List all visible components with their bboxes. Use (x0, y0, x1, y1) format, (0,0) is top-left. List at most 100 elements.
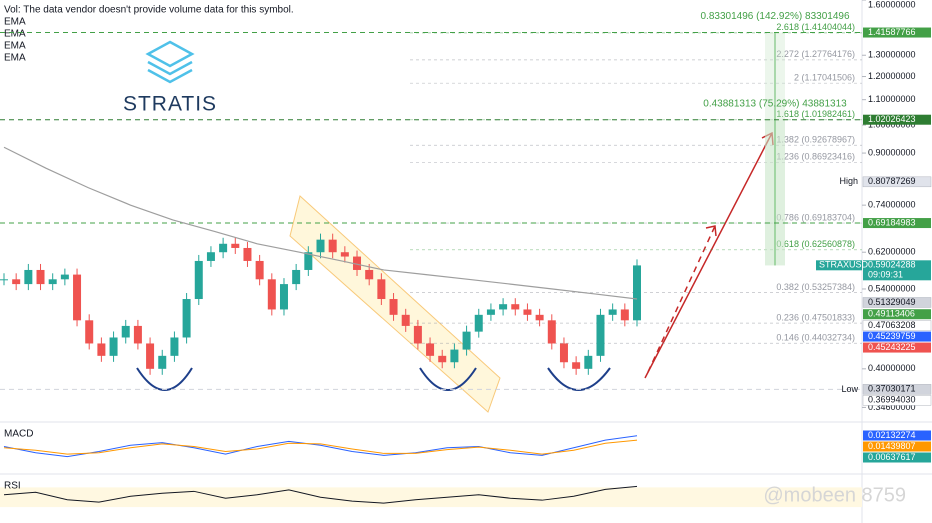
fib-label: 2.272 (1.27764176) (776, 49, 855, 59)
price-tag-label: 0.80787269 (868, 176, 916, 186)
candle (559, 343, 568, 363)
candle (426, 343, 435, 356)
candle (109, 337, 118, 356)
logo-layer (147, 60, 193, 76)
indicator-label: EMA (4, 29, 26, 40)
macd-tag-label: 0.02132274 (868, 430, 916, 440)
arrow-head (705, 225, 717, 237)
price-tag-label: 0.51329049 (868, 297, 916, 307)
y-tick-label: 0.74000000 (868, 200, 916, 210)
price-tag-label: 0.59024288 (868, 260, 916, 270)
moving-average (3, 146, 638, 300)
candle (499, 304, 508, 310)
candle (596, 314, 605, 356)
measure-label: 0.83301496 (142.92%) 83301496 (700, 11, 849, 22)
symbol-tag (816, 260, 862, 271)
price-tag-label: 0.69184983 (868, 217, 916, 227)
candle (535, 314, 544, 321)
logo: STRATIS (123, 40, 217, 116)
candle (620, 309, 629, 321)
candle (158, 355, 167, 369)
y-tick-label: 1.10000000 (868, 94, 916, 104)
candle (353, 256, 362, 270)
y-tick-label: 0.62000000 (868, 247, 916, 257)
candle (255, 260, 264, 280)
fib-label: 0.146 (0.44032734) (776, 333, 855, 343)
candle (584, 355, 593, 369)
candle (486, 309, 495, 315)
candle (267, 279, 276, 310)
price-tag (863, 218, 931, 229)
price-tag (862, 297, 932, 308)
candle (243, 247, 252, 261)
candle (365, 269, 374, 280)
price-tag (863, 27, 931, 38)
candle (194, 260, 203, 300)
cup (419, 367, 477, 391)
candle (219, 243, 228, 253)
pane-label: MACD (4, 429, 33, 440)
price-tag (863, 114, 931, 125)
candle (438, 355, 447, 363)
price-tag (863, 342, 931, 353)
price-tag (862, 320, 932, 331)
candle (462, 331, 471, 350)
price-tag-label: 0.45243225 (868, 342, 916, 352)
candle (450, 349, 459, 363)
projection-arrow (644, 132, 773, 379)
candle (121, 325, 130, 338)
candle (85, 320, 94, 344)
fib-label: 2.618 (1.41404044) (776, 22, 855, 32)
signal-line (3, 439, 638, 455)
price-tag-label: 0.49113406 (868, 309, 915, 319)
candle (633, 265, 641, 321)
price-tag-label: 0.37030171 (868, 384, 916, 394)
fib-label: 1.382 (0.92678967) (776, 135, 855, 145)
projection-arrow (647, 225, 716, 373)
fib-label: 0.786 (0.69183704) (776, 212, 855, 222)
candle (608, 309, 617, 315)
watermark: @mobeen 8759 (763, 484, 906, 506)
indicator-label: EMA (4, 17, 26, 28)
macd-tag-label: 0.00637617 (868, 452, 916, 462)
candle (0, 279, 8, 281)
y-tick-label: 1.30000000 (868, 50, 916, 60)
y-tick-label: 0.40000000 (868, 363, 916, 373)
candle (231, 243, 240, 248)
candle (36, 269, 45, 285)
indicator-label: EMA (4, 53, 26, 64)
candle (377, 279, 386, 300)
macd-tag (863, 441, 931, 452)
price-tag (863, 309, 931, 320)
candle (511, 304, 520, 310)
price-tag-label: 1.41587766 (868, 27, 916, 37)
candle (170, 337, 179, 356)
macd-tag (863, 452, 931, 463)
candle (60, 274, 69, 280)
candle (523, 309, 532, 315)
candle (401, 314, 410, 326)
price-tag-label: 0.36994030 (868, 395, 916, 405)
candle (73, 274, 82, 321)
price-tag (862, 395, 932, 406)
candle (292, 269, 301, 285)
fib-label: 0.618 (0.62560878) (776, 239, 855, 249)
tag-caption: High (839, 176, 858, 186)
fib-label: 1.618 (1.01982461) (776, 109, 855, 119)
price-tag-label: 0.47063208 (868, 320, 916, 330)
macd-tag-label: 0.01439807 (868, 441, 916, 451)
price-tag-label: 0.45239759 (868, 331, 916, 341)
pane-label: RSI (4, 481, 21, 492)
candle (146, 343, 155, 369)
arrow-head (761, 131, 774, 146)
macd-line (3, 435, 638, 458)
candle (206, 252, 215, 261)
vol-note: Vol: The data vendor doesn't provide vol… (4, 5, 294, 16)
logo-text: STRATIS (123, 93, 217, 116)
price-tag (863, 331, 931, 342)
candle (97, 343, 106, 356)
symbol-label: STRAXUSD (819, 260, 869, 270)
candle (389, 299, 398, 315)
candle (48, 279, 57, 285)
macd-tag (863, 430, 931, 441)
